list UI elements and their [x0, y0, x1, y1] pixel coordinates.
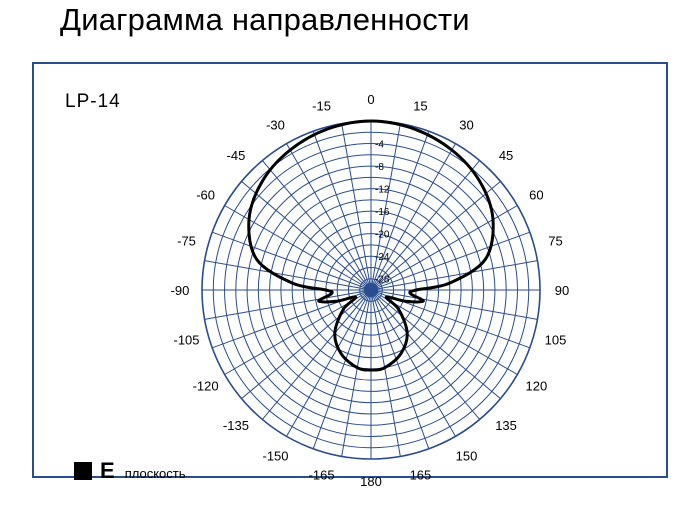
angle-tick-label: 150 — [456, 448, 478, 463]
radial-tick-label: -16 — [375, 207, 390, 218]
grid-spoke — [370, 289, 430, 449]
angle-tick-label: -60 — [196, 188, 215, 203]
grid-spoke — [370, 289, 538, 320]
grid-spoke — [370, 289, 481, 420]
grid-spoke — [241, 180, 372, 291]
radial-tick-label: -8 — [375, 162, 384, 173]
grid-spoke — [370, 160, 481, 291]
angle-tick-label: 45 — [499, 148, 513, 163]
angle-tick-label: 0 — [367, 92, 374, 107]
legend-label: E — [100, 458, 115, 483]
angle-tick-label: -135 — [223, 418, 249, 433]
angle-tick-label: 165 — [410, 467, 432, 482]
radial-tick-label: -4 — [375, 140, 384, 151]
grid-spoke — [370, 231, 530, 291]
angle-tick-label: 30 — [459, 118, 473, 133]
grid-spoke — [370, 123, 401, 291]
angle-tick-label: 90 — [555, 283, 569, 298]
radial-tick-label: -24 — [375, 252, 390, 263]
angle-tick-label: -105 — [173, 332, 199, 347]
angle-tick-label: -120 — [193, 379, 219, 394]
grid-spoke — [312, 131, 372, 291]
angle-tick-label: -165 — [309, 467, 335, 482]
grid-spoke — [370, 180, 501, 291]
angle-tick-label: 105 — [545, 332, 567, 347]
grid-spoke — [286, 289, 372, 437]
angle-tick-label: 180 — [360, 474, 382, 489]
grid-spoke — [370, 143, 456, 291]
radial-tick-label: -20 — [375, 230, 390, 241]
angle-tick-label: 15 — [413, 99, 427, 114]
angle-tick-label: -15 — [312, 99, 331, 114]
grid-spoke — [370, 289, 456, 437]
legend-sublabel: плоскость — [124, 466, 186, 481]
angle-tick-label: -75 — [177, 234, 196, 249]
grid-spoke — [212, 231, 372, 291]
grid-spoke — [370, 131, 430, 291]
grid-spoke — [241, 289, 372, 400]
grid-spoke — [204, 260, 372, 291]
angle-tick-label: 135 — [495, 418, 517, 433]
legend: E плоскость — [74, 458, 185, 484]
legend-swatch-icon — [74, 462, 92, 480]
grid-spoke — [261, 160, 372, 291]
pattern-line — [247, 119, 495, 372]
grid-spoke — [286, 143, 372, 291]
angle-tick-label: -90 — [171, 283, 190, 298]
grid-spoke — [341, 123, 372, 291]
grid-spoke — [370, 260, 538, 291]
angle-tick-label: 75 — [548, 234, 562, 249]
angle-tick-label: -30 — [266, 118, 285, 133]
chart-frame: LP-14 E плоскость — [32, 62, 668, 483]
grid-spoke — [370, 289, 501, 400]
grid-spoke — [370, 289, 401, 457]
angle-tick-label: -150 — [262, 448, 288, 463]
model-label: LP-14 — [65, 91, 121, 112]
radial-tick-label: -28 — [375, 275, 390, 286]
angle-tick-label: -45 — [227, 148, 246, 163]
grid-spoke — [261, 289, 372, 420]
radial-tick-label: -12 — [375, 185, 390, 196]
center-hub — [364, 283, 378, 297]
grid-spoke — [341, 289, 372, 457]
page-title: Диаграмма направленности — [60, 2, 470, 37]
grid-spoke — [312, 289, 372, 449]
angle-tick-label: 60 — [529, 188, 543, 203]
angle-tick-label: 120 — [526, 379, 548, 394]
grid-spoke — [204, 289, 372, 320]
